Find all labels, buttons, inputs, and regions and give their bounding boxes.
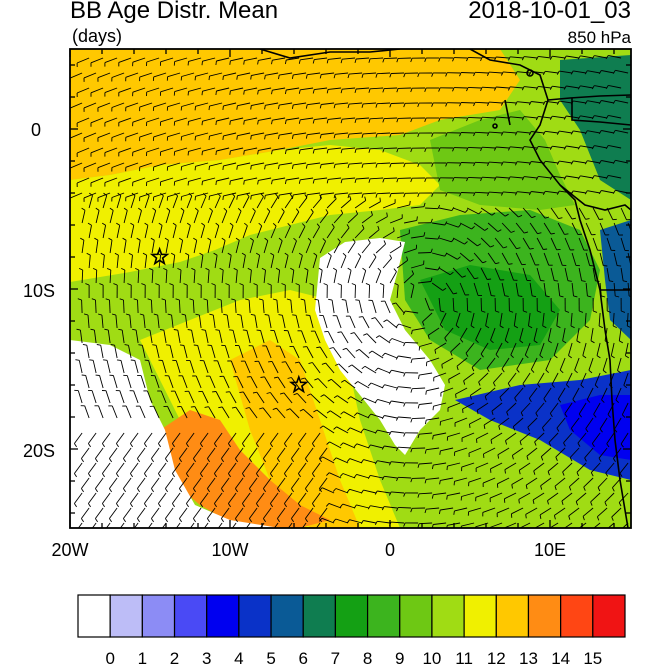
colorbar-label-6: 6 [299, 649, 308, 667]
colorbar-label-13: 13 [519, 649, 538, 667]
lat-label-20s: 20S [23, 441, 55, 461]
age-field-green-coast [430, 110, 575, 210]
age-field-blue-plume [455, 370, 631, 480]
colorbar-box-1 [109, 594, 143, 638]
colorbar: 0 1 2 3 4 5 6 7 8 9 10 11 12 13 14 15 [77, 594, 626, 667]
colorbar-box-10 [399, 594, 433, 638]
age-field-white-southwest [70, 340, 280, 528]
colorbar-label-7: 7 [331, 649, 340, 667]
age-field-darkgreen-east [420, 265, 560, 350]
colorbar-box-6 [270, 594, 304, 638]
colorbar-label-14: 14 [551, 649, 570, 667]
colorbar-box-12 [463, 594, 497, 638]
colorbar-label-11: 11 [455, 649, 473, 667]
age-field-orange-north [70, 49, 520, 180]
colorbar-box-2 [141, 594, 176, 638]
age-field-darkgreen-congo [560, 55, 631, 200]
colorbar-box-15 [560, 594, 594, 638]
wind-barbs [70, 54, 631, 528]
colorbar-box-4 [206, 594, 240, 638]
lat-label-0: 0 [31, 120, 41, 140]
age-field-yellow-band [70, 145, 440, 282]
lon-label-10w: 10W [211, 540, 248, 560]
lon-label-20w: 20W [51, 540, 88, 560]
colorbar-box-11 [431, 594, 465, 638]
age-field-lightorange-south [230, 340, 360, 528]
units-label: (days) [72, 26, 123, 46]
age-field-white-center [315, 238, 445, 455]
lat-label-10s: 10S [23, 281, 55, 301]
colorbar-box-8 [334, 594, 369, 638]
plot-area [70, 49, 631, 528]
datetime-label: 2018-10-01_03 [468, 0, 631, 24]
colorbar-label-15: 15 [583, 649, 602, 667]
colorbar-box-9 [366, 594, 401, 638]
colorbar-box-13 [495, 594, 530, 638]
colorbar-label-9: 9 [395, 649, 404, 667]
station-star-west [149, 246, 170, 266]
map-title: BB Age Distr. Mean [70, 0, 279, 24]
colorbar-label-10: 10 [422, 649, 441, 667]
colorbar-label-2: 2 [170, 649, 179, 667]
axis-ticks [69, 49, 631, 528]
colorbar-label-0: 0 [105, 649, 114, 667]
colorbar-label-3: 3 [202, 649, 211, 667]
lon-label-10e: 10E [534, 540, 566, 560]
colorbar-box-5 [238, 594, 272, 638]
coastline [259, 49, 631, 528]
age-field-teal-inland [600, 220, 631, 340]
colorbar-box-7 [302, 594, 337, 638]
pressure-level-label: 850 hPa [567, 28, 631, 47]
colorbar-label-8: 8 [363, 649, 372, 667]
colorbar-label-1: 1 [138, 649, 147, 667]
colorbar-box-3 [173, 594, 208, 638]
colorbar-label-5: 5 [266, 649, 275, 667]
colorbar-box-0 [77, 594, 111, 638]
colorbar-box-16 [592, 594, 626, 638]
station-star-central [288, 374, 309, 394]
lon-label-0: 0 [385, 540, 395, 560]
colorbar-label-12: 12 [487, 649, 506, 667]
colorbar-box-14 [527, 594, 562, 638]
colorbar-label-4: 4 [234, 649, 243, 667]
station-markers [149, 246, 309, 394]
age-field-orange-south [160, 410, 330, 528]
